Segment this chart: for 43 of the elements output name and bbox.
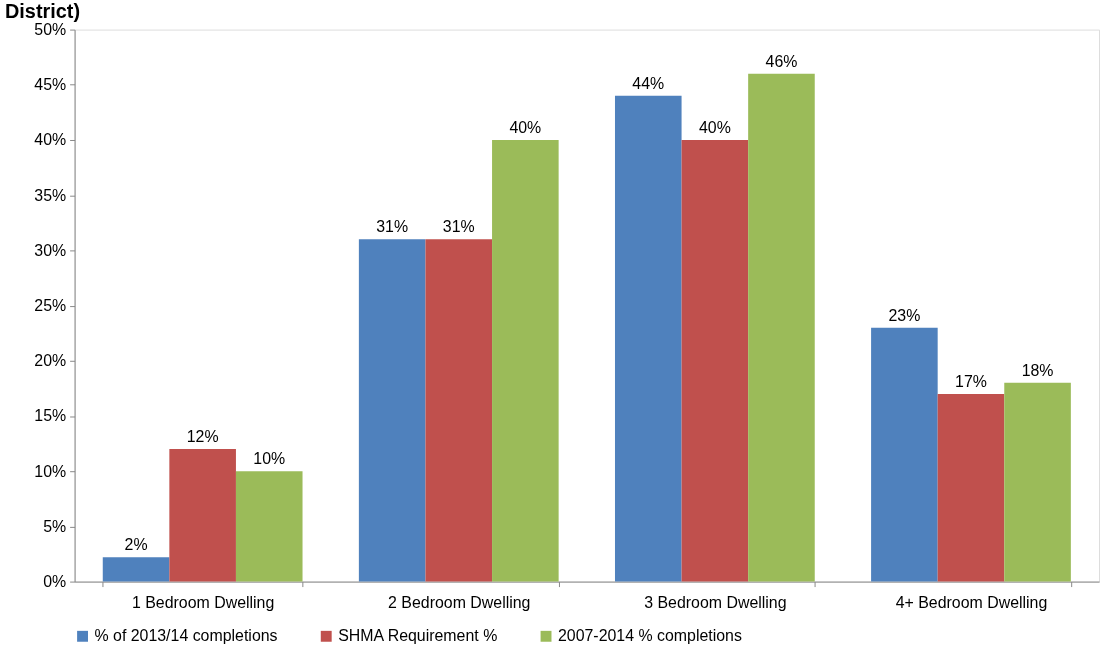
data-label: 18%	[1021, 361, 1054, 379]
bar	[871, 327, 938, 582]
y-tick-label: 5%	[43, 517, 67, 535]
data-label: 2%	[124, 536, 148, 554]
data-label: 31%	[442, 218, 475, 236]
y-tick-label: 35%	[34, 186, 67, 204]
bar	[614, 95, 682, 582]
bar	[358, 239, 426, 582]
legend-label: % of 2013/14 completions	[94, 627, 278, 645]
data-label: 40%	[698, 119, 731, 137]
y-tick-label: 0%	[43, 573, 67, 591]
data-label: 31%	[376, 218, 409, 236]
data-label: 10%	[253, 450, 286, 468]
bar	[235, 471, 303, 582]
y-tick-label: 50%	[34, 21, 67, 39]
y-tick-label: 40%	[34, 131, 67, 149]
data-label: 44%	[632, 74, 665, 92]
bar	[681, 139, 749, 582]
bar	[748, 73, 815, 582]
bar	[425, 239, 493, 582]
bar	[937, 393, 1005, 582]
y-tick-label: 45%	[34, 76, 67, 94]
legend-label: 2007-2014 % completions	[557, 627, 742, 645]
data-label: 46%	[765, 52, 798, 70]
y-tick-label: 10%	[34, 462, 67, 480]
chart-title: District)	[4, 0, 81, 22]
data-label: 12%	[186, 428, 219, 446]
x-tick-label: 4+ Bedroom Dwelling	[895, 593, 1048, 611]
bar	[169, 449, 236, 582]
x-tick-label: 1 Bedroom Dwelling	[131, 593, 275, 611]
data-label: 40%	[509, 119, 542, 137]
bar	[102, 557, 170, 582]
x-tick-label: 2 Bedroom Dwelling	[388, 593, 531, 611]
y-tick-label: 25%	[34, 297, 67, 315]
y-tick-label: 30%	[34, 241, 67, 259]
data-label: 23%	[888, 306, 921, 324]
legend-label: SHMA Requirement %	[338, 627, 498, 645]
bar	[1004, 382, 1071, 582]
y-tick-label: 15%	[34, 407, 67, 425]
bar	[492, 139, 559, 582]
x-tick-label: 3 Bedroom Dwelling	[644, 593, 787, 611]
data-label: 17%	[955, 372, 987, 390]
y-tick-label: 20%	[34, 352, 67, 370]
